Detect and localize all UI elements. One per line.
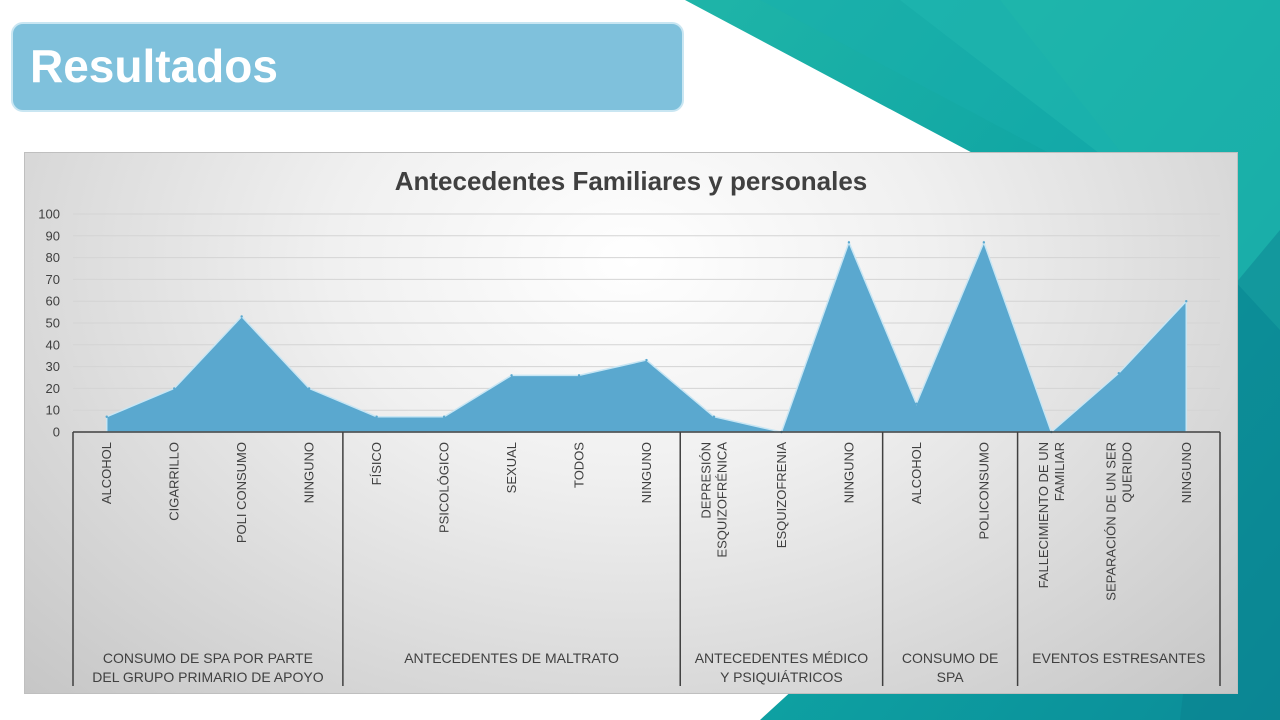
x-category-label: FALLECIMIENTO DE UN — [1036, 442, 1051, 588]
x-category-label: ESQUIZOFRENIA — [774, 442, 789, 549]
x-category-label: NINGUNO — [302, 442, 317, 503]
data-point — [240, 315, 243, 318]
x-category-label: ESQUIZOFRÉNICA — [714, 442, 729, 558]
data-point — [982, 241, 986, 244]
group-label: ANTECEDENTES DE MALTRATO — [404, 650, 619, 666]
y-tick-label: 60 — [46, 294, 60, 309]
data-point — [173, 387, 176, 390]
group-label: CONSUMO DE — [902, 650, 998, 666]
data-point — [1117, 371, 1120, 375]
data-point — [915, 402, 918, 405]
x-category-label: CIGARRILLO — [167, 442, 182, 521]
teal-facet-shape — [900, 0, 1280, 330]
y-tick-label: 20 — [46, 381, 60, 396]
group-label: SPA — [937, 669, 965, 685]
data-point — [847, 241, 851, 244]
group-label: EVENTOS ESTRESANTES — [1032, 650, 1205, 666]
x-category-label: FAMILIAR — [1052, 442, 1067, 501]
x-category-label: SEXUAL — [504, 442, 519, 493]
data-point — [510, 374, 513, 377]
area-chart: Antecedentes Familiares y personales 0 10 2… — [38, 166, 1221, 686]
y-tick-label: 90 — [46, 228, 60, 243]
data-point — [375, 415, 378, 418]
y-tick-label: 10 — [46, 403, 60, 418]
x-category-label: FÍSICO — [369, 442, 384, 485]
y-tick-label: 50 — [46, 316, 60, 331]
group-label: Y PSIQUIÁTRICOS — [720, 669, 843, 685]
x-category-label: POLI CONSUMO — [234, 442, 249, 543]
data-point — [307, 387, 311, 390]
x-category-label: POLICONSUMO — [976, 442, 991, 540]
x-category-label: ALCOHOL — [909, 442, 924, 504]
x-category-label: NINGUNO — [639, 442, 654, 503]
y-tick-label: 40 — [46, 337, 60, 352]
y-tick-label: 30 — [46, 359, 60, 374]
data-point — [645, 358, 648, 362]
group-label: CONSUMO DE SPA POR PARTE — [103, 650, 313, 666]
slide-title: Resultados — [30, 40, 278, 92]
x-category-label: SEPARACIÓN DE UN SER — [1103, 442, 1118, 601]
x-category-label: NINGUNO — [1179, 442, 1194, 503]
chart-title: Antecedentes Familiares y personales — [395, 166, 868, 196]
x-category-label: DEPRESIÓN — [698, 442, 713, 519]
x-category-label: QUERIDO — [1119, 442, 1134, 503]
group-label: DEL GRUPO PRIMARIO DE APOYO — [92, 669, 323, 685]
y-tick-label: 70 — [46, 272, 60, 287]
title-banner — [11, 22, 684, 112]
group-label: ANTECEDENTES MÉDICO — [695, 650, 869, 666]
data-point — [105, 415, 108, 418]
teal-facet-shape — [760, 0, 1230, 290]
chart-panel: Antecedentes Familiares y personales 0 10 2… — [24, 152, 1238, 694]
data-point — [577, 374, 581, 377]
y-tick-label: 80 — [46, 250, 60, 265]
x-category-label: NINGUNO — [841, 442, 856, 503]
data-point — [1185, 300, 1188, 303]
series-area — [105, 240, 1188, 434]
x-category-label: TODOS — [572, 442, 587, 488]
data-point — [712, 415, 716, 418]
x-category-label: PSICOLÓGICO — [437, 442, 452, 533]
x-category-label: ALCOHOL — [99, 442, 114, 504]
data-point — [442, 415, 446, 418]
y-tick-label: 100 — [38, 207, 60, 222]
y-tick-label: 0 — [53, 425, 60, 440]
